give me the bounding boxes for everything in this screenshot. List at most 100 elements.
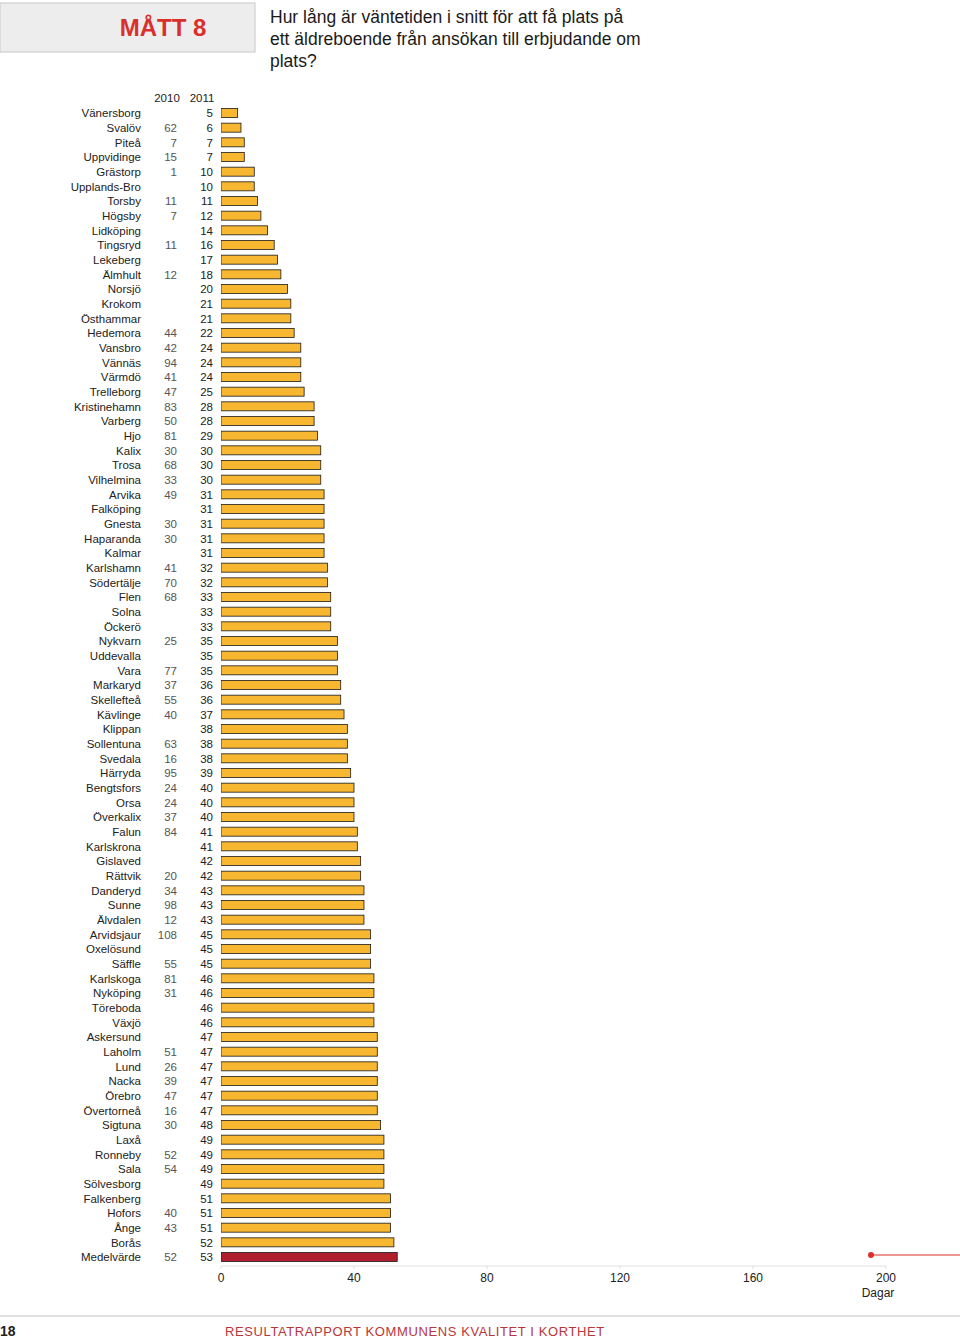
category-label: Flen: [119, 591, 141, 603]
data-label: 12: [200, 210, 213, 222]
bar: [221, 989, 374, 998]
data-label: 18: [200, 269, 213, 281]
x-tick-label: 160: [743, 1271, 763, 1285]
category-label: Kalix: [116, 445, 141, 457]
bar: [221, 1047, 377, 1056]
category-label: Svedala: [99, 753, 141, 765]
category-label: Markaryd: [93, 679, 141, 691]
table-value: 44: [164, 327, 177, 339]
category-label: Karlskoga: [90, 973, 142, 985]
table-value: 40: [164, 1207, 177, 1219]
bar: [221, 974, 374, 983]
data-label: 33: [200, 591, 213, 603]
data-label: 30: [200, 459, 213, 471]
bar: [221, 211, 261, 220]
data-label: 10: [200, 181, 213, 193]
category-label: Solna: [112, 606, 142, 618]
category-label: Gnesta: [104, 518, 142, 530]
category-label: Tingsryd: [97, 239, 141, 251]
bar: [221, 813, 354, 822]
data-label: 48: [200, 1119, 213, 1131]
table-value: 11: [165, 195, 177, 207]
data-label: 31: [200, 547, 213, 559]
bar: [221, 959, 371, 968]
data-label: 53: [200, 1251, 213, 1263]
data-label: 30: [200, 474, 213, 486]
bar: [221, 725, 347, 734]
data-label: 36: [200, 694, 213, 706]
data-label: 49: [200, 1178, 213, 1190]
data-label: 40: [200, 811, 213, 823]
bar: [221, 1209, 391, 1218]
data-label: 35: [200, 635, 213, 647]
data-label: 5: [207, 107, 213, 119]
table-value: 55: [164, 958, 177, 970]
bar: [221, 783, 354, 792]
data-label: 49: [200, 1134, 213, 1146]
bar: [221, 255, 278, 264]
category-label: Vara: [118, 665, 142, 677]
category-label: Norsjö: [108, 283, 141, 295]
table-value: 70: [164, 577, 177, 589]
title-line: Hur lång är väntetiden i snitt för att f…: [270, 7, 623, 27]
x-tick: [487, 1266, 488, 1269]
table-value: 15: [164, 151, 177, 163]
category-label: Säffle: [112, 958, 141, 970]
data-label: 38: [200, 723, 213, 735]
category-label: Uddevalla: [90, 650, 142, 662]
table-value: 42: [164, 342, 177, 354]
category-label: Varberg: [101, 415, 141, 427]
table-value: 83: [164, 401, 177, 413]
data-label: 32: [200, 562, 213, 574]
category-label: Övertorneå: [83, 1105, 141, 1117]
table-value: 30: [164, 518, 177, 530]
table-value: 43: [164, 1222, 177, 1234]
category-label: Rättvik: [106, 870, 141, 882]
bar: [221, 739, 347, 748]
category-label: Ronneby: [95, 1149, 141, 1161]
category-label: Sölvesborg: [83, 1178, 141, 1190]
footer-rule: [0, 1316, 960, 1317]
category-label: Sollentuna: [87, 738, 142, 750]
category-label: Lund: [115, 1061, 141, 1073]
bar: [221, 915, 364, 924]
table-value: 50: [164, 415, 177, 427]
table-value: 24: [164, 797, 177, 809]
category-label: Älvdalen: [97, 914, 141, 926]
chart: MÅTT 8Hur lång är väntetiden i snitt för…: [0, 0, 960, 1341]
category-label: Hjo: [124, 430, 141, 442]
category-label: Haparanda: [84, 533, 142, 545]
data-label: 45: [200, 958, 213, 970]
bar: [221, 182, 254, 191]
data-label: 24: [200, 342, 213, 354]
x-axis-label: Dagar: [862, 1286, 895, 1300]
data-label: 49: [200, 1163, 213, 1175]
category-label: Södertälje: [89, 577, 141, 589]
bar: [221, 1253, 397, 1262]
data-label: 43: [200, 914, 213, 926]
data-label: 38: [200, 738, 213, 750]
bar: [221, 1150, 384, 1159]
x-tick-label: 200: [876, 1271, 896, 1285]
data-label: 45: [200, 943, 213, 955]
category-label: Krokom: [101, 298, 141, 310]
category-label: Laholm: [103, 1046, 141, 1058]
bar: [221, 123, 241, 132]
category-label: Sigtuna: [102, 1119, 142, 1131]
table-value: 20: [164, 870, 177, 882]
data-label: 51: [200, 1207, 213, 1219]
category-label: Kristinehamn: [74, 401, 141, 413]
table-value: 34: [164, 885, 177, 897]
x-tick: [886, 1266, 887, 1269]
data-label: 47: [200, 1090, 213, 1102]
table-value: 63: [164, 738, 177, 750]
category-label: Torsby: [107, 195, 141, 207]
x-axis-line: [221, 1266, 886, 1267]
x-tick-label: 120: [610, 1271, 630, 1285]
table-value: 16: [164, 753, 177, 765]
bar: [221, 285, 288, 294]
bar: [221, 461, 321, 470]
category-label: Nacka: [108, 1075, 141, 1087]
category-label: Värmdö: [101, 371, 141, 383]
bar: [221, 842, 357, 851]
